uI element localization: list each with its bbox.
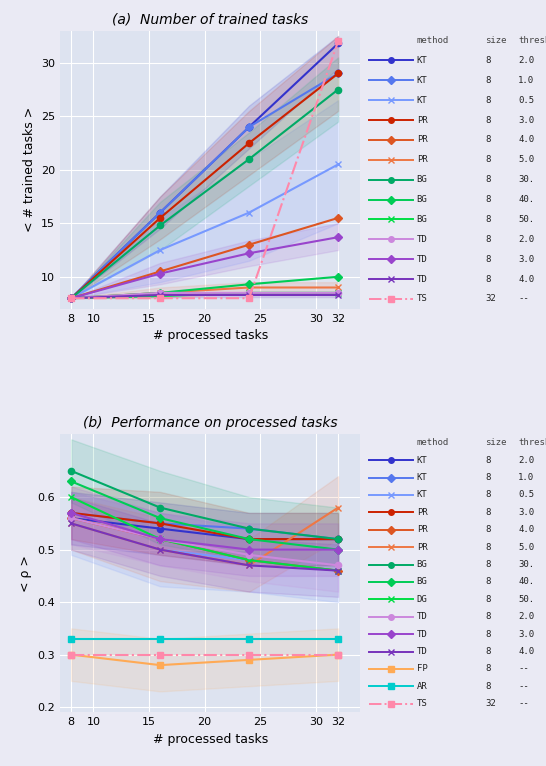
Text: 8: 8 bbox=[485, 508, 491, 517]
Text: BG: BG bbox=[417, 195, 428, 204]
Text: thresh: thresh bbox=[518, 36, 546, 45]
Text: 5.0: 5.0 bbox=[518, 542, 535, 552]
Text: PR: PR bbox=[417, 508, 428, 517]
Text: 8: 8 bbox=[485, 175, 491, 184]
Text: KT: KT bbox=[417, 456, 428, 465]
Text: 50.: 50. bbox=[518, 595, 535, 604]
Text: 8: 8 bbox=[485, 647, 491, 656]
Text: 8: 8 bbox=[485, 76, 491, 85]
Text: TD: TD bbox=[417, 612, 428, 621]
Text: 8: 8 bbox=[485, 664, 491, 673]
Text: 8: 8 bbox=[485, 542, 491, 552]
Text: 8: 8 bbox=[485, 116, 491, 125]
Text: --: -- bbox=[518, 699, 529, 709]
Text: 30.: 30. bbox=[518, 175, 535, 184]
Text: 4.0: 4.0 bbox=[518, 647, 535, 656]
Text: 50.: 50. bbox=[518, 215, 535, 224]
Text: KT: KT bbox=[417, 473, 428, 482]
Text: BG: BG bbox=[417, 578, 428, 587]
Text: 8: 8 bbox=[485, 473, 491, 482]
Text: method: method bbox=[417, 438, 449, 447]
Text: 8: 8 bbox=[485, 578, 491, 587]
Text: 3.0: 3.0 bbox=[518, 630, 535, 639]
Text: TS: TS bbox=[417, 699, 428, 709]
Text: 3.0: 3.0 bbox=[518, 255, 535, 264]
Text: 4.0: 4.0 bbox=[518, 274, 535, 283]
Y-axis label: < # trained tasks >: < # trained tasks > bbox=[22, 107, 35, 232]
Text: 8: 8 bbox=[485, 215, 491, 224]
Text: TS: TS bbox=[417, 294, 428, 303]
Text: 8: 8 bbox=[485, 525, 491, 534]
Text: 8: 8 bbox=[485, 456, 491, 465]
X-axis label: # processed tasks: # processed tasks bbox=[152, 733, 268, 746]
Text: 3.0: 3.0 bbox=[518, 508, 535, 517]
Title: (a)  Number of trained tasks: (a) Number of trained tasks bbox=[112, 13, 308, 27]
Text: --: -- bbox=[518, 682, 529, 691]
Text: 1.0: 1.0 bbox=[518, 473, 535, 482]
Text: size: size bbox=[485, 36, 507, 45]
Text: 5.0: 5.0 bbox=[518, 155, 535, 165]
Text: TD: TD bbox=[417, 274, 428, 283]
Text: TD: TD bbox=[417, 647, 428, 656]
Text: PR: PR bbox=[417, 542, 428, 552]
Text: 8: 8 bbox=[485, 595, 491, 604]
Text: 32: 32 bbox=[485, 294, 496, 303]
Text: 1.0: 1.0 bbox=[518, 76, 535, 85]
Text: 30.: 30. bbox=[518, 560, 535, 569]
Text: 8: 8 bbox=[485, 195, 491, 204]
Text: 8: 8 bbox=[485, 630, 491, 639]
Text: 2.0: 2.0 bbox=[518, 235, 535, 244]
Text: 0.5: 0.5 bbox=[518, 490, 535, 499]
Text: KT: KT bbox=[417, 490, 428, 499]
Text: --: -- bbox=[518, 294, 529, 303]
Text: TD: TD bbox=[417, 255, 428, 264]
Text: PR: PR bbox=[417, 525, 428, 534]
Text: 2.0: 2.0 bbox=[518, 56, 535, 65]
Text: PR: PR bbox=[417, 136, 428, 145]
X-axis label: # processed tasks: # processed tasks bbox=[152, 329, 268, 342]
Text: 8: 8 bbox=[485, 56, 491, 65]
Text: method: method bbox=[417, 36, 449, 45]
Text: 0.5: 0.5 bbox=[518, 96, 535, 105]
Text: 8: 8 bbox=[485, 136, 491, 145]
Text: TD: TD bbox=[417, 630, 428, 639]
Text: 4.0: 4.0 bbox=[518, 136, 535, 145]
Text: DG: DG bbox=[417, 595, 428, 604]
Text: 2.0: 2.0 bbox=[518, 612, 535, 621]
Text: 8: 8 bbox=[485, 155, 491, 165]
Text: PR: PR bbox=[417, 116, 428, 125]
Text: KT: KT bbox=[417, 56, 428, 65]
Title: (b)  Performance on processed tasks: (b) Performance on processed tasks bbox=[83, 416, 337, 430]
Text: TD: TD bbox=[417, 235, 428, 244]
Text: PR: PR bbox=[417, 155, 428, 165]
Y-axis label: < ρ >: < ρ > bbox=[19, 555, 32, 591]
Text: --: -- bbox=[518, 664, 529, 673]
Text: 8: 8 bbox=[485, 490, 491, 499]
Text: 8: 8 bbox=[485, 255, 491, 264]
Text: 8: 8 bbox=[485, 560, 491, 569]
Text: 8: 8 bbox=[485, 235, 491, 244]
Text: KT: KT bbox=[417, 96, 428, 105]
Text: 8: 8 bbox=[485, 96, 491, 105]
Text: BG: BG bbox=[417, 215, 428, 224]
Text: 8: 8 bbox=[485, 682, 491, 691]
Text: 4.0: 4.0 bbox=[518, 525, 535, 534]
Text: BG: BG bbox=[417, 560, 428, 569]
Text: size: size bbox=[485, 438, 507, 447]
Text: 3.0: 3.0 bbox=[518, 116, 535, 125]
Text: BG: BG bbox=[417, 175, 428, 184]
Text: FP: FP bbox=[417, 664, 428, 673]
Text: 32: 32 bbox=[485, 699, 496, 709]
Text: 8: 8 bbox=[485, 612, 491, 621]
Text: 40.: 40. bbox=[518, 195, 535, 204]
Text: KT: KT bbox=[417, 76, 428, 85]
Text: 40.: 40. bbox=[518, 578, 535, 587]
Text: AR: AR bbox=[417, 682, 428, 691]
Text: thresh: thresh bbox=[518, 438, 546, 447]
Text: 2.0: 2.0 bbox=[518, 456, 535, 465]
Text: 8: 8 bbox=[485, 274, 491, 283]
